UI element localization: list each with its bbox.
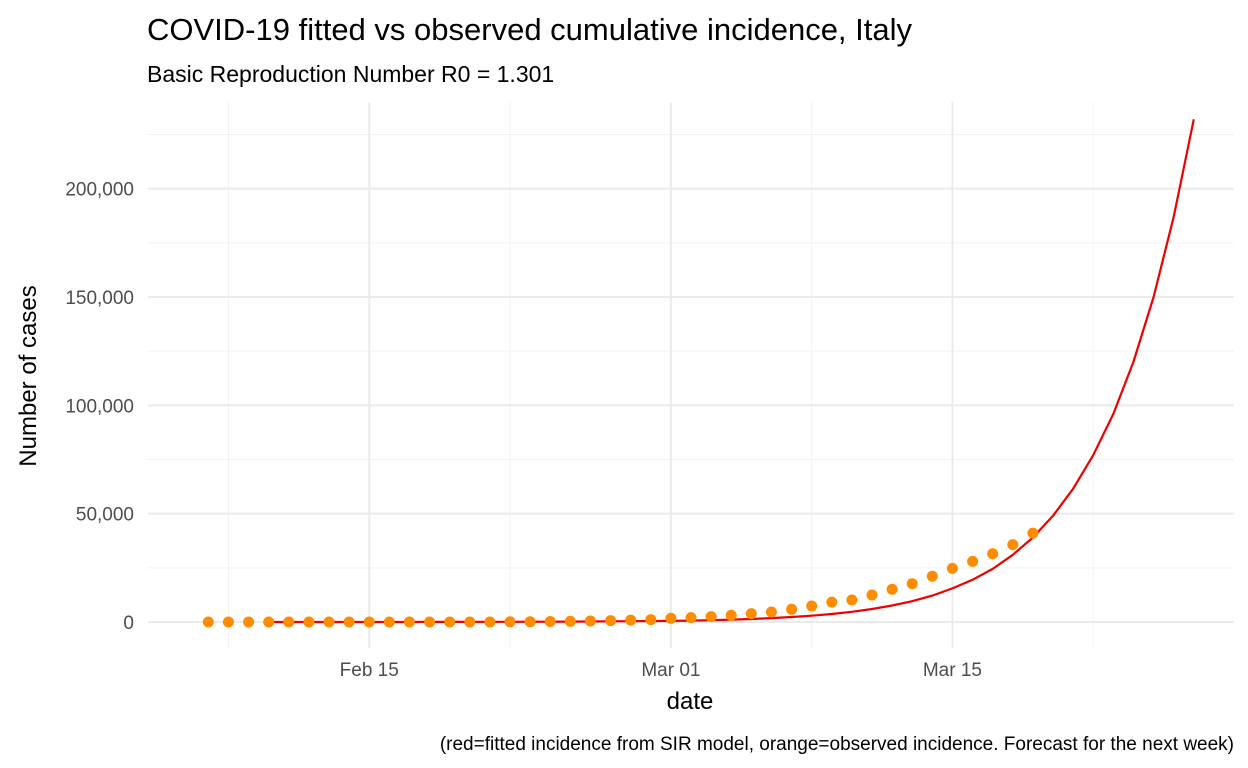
observed-incidence-point xyxy=(323,616,335,628)
y-axis-title: Number of cases xyxy=(15,285,42,466)
fitted-incidence-line xyxy=(268,119,1195,624)
observed-incidence-point xyxy=(665,612,677,624)
observed-incidence-point xyxy=(987,548,999,560)
observed-incidence-point xyxy=(343,616,355,628)
observed-incidence-point xyxy=(625,614,637,626)
observed-incidence-point xyxy=(765,606,777,618)
observed-incidence-point xyxy=(424,616,436,628)
observed-incidence-point xyxy=(202,616,214,628)
y-tick-label: 100,000 xyxy=(65,396,134,417)
observed-incidence-point xyxy=(826,596,838,608)
y-axis-tick-labels: 0 50,000 100,000 150,000 200,000 xyxy=(65,180,134,634)
observed-incidence-point xyxy=(403,616,415,628)
chart-subtitle: Basic Reproduction Number R0 = 1.301 xyxy=(147,61,554,87)
observed-incidence-point xyxy=(544,616,556,627)
observed-incidence-point xyxy=(866,589,878,601)
observed-incidence-point xyxy=(906,578,918,590)
y-tick-label: 0 xyxy=(123,613,134,634)
observed-incidence-point xyxy=(383,616,395,628)
observed-incidence-point xyxy=(263,616,275,628)
major-gridlines xyxy=(148,102,1234,648)
observed-incidence-point xyxy=(645,614,657,626)
y-tick-label: 150,000 xyxy=(65,288,134,309)
observed-incidence-point xyxy=(946,562,958,574)
observed-incidence-point xyxy=(243,616,255,628)
observed-incidence-point xyxy=(564,615,576,627)
observed-incidence-point xyxy=(584,615,596,627)
observed-incidence-point xyxy=(464,616,476,628)
observed-incidence-point xyxy=(524,616,536,628)
minor-gridlines xyxy=(148,102,1234,648)
observed-incidence-point xyxy=(926,570,938,582)
x-tick-label: Feb 15 xyxy=(340,660,399,681)
chart-title: COVID-19 fitted vs observed cumulative i… xyxy=(147,12,913,47)
observed-incidence-point xyxy=(725,609,737,621)
observed-incidence-point xyxy=(444,616,456,628)
observed-incidence-point xyxy=(745,608,757,620)
y-tick-label: 200,000 xyxy=(65,180,134,201)
observed-incidence-point xyxy=(806,600,818,612)
observed-incidence-point xyxy=(786,603,798,615)
observed-incidence-point xyxy=(967,555,979,567)
chart-caption: (red=fitted incidence from SIR model, or… xyxy=(440,734,1234,755)
y-tick-label: 50,000 xyxy=(76,505,134,526)
observed-incidence-point xyxy=(363,616,375,628)
observed-incidence-point xyxy=(222,616,234,628)
observed-incidence-point xyxy=(846,594,858,606)
x-axis-title: date xyxy=(667,688,714,715)
x-tick-label: Mar 01 xyxy=(641,660,700,681)
observed-incidence-point xyxy=(1027,527,1039,539)
observed-incidence-point xyxy=(605,615,617,627)
observed-incidence-point xyxy=(886,583,898,595)
observed-incidence-point xyxy=(283,616,295,628)
observed-incidence-point xyxy=(685,612,697,624)
observed-incidence-point xyxy=(484,616,496,628)
observed-incidence-point xyxy=(1007,539,1019,551)
series-layer xyxy=(202,119,1195,628)
x-axis-tick-labels: Feb 15 Mar 01 Mar 15 xyxy=(340,660,982,681)
observed-incidence-point xyxy=(303,616,315,628)
observed-incidence-point xyxy=(705,611,717,623)
observed-incidence-point xyxy=(504,616,516,628)
x-tick-label: Mar 15 xyxy=(923,660,982,681)
